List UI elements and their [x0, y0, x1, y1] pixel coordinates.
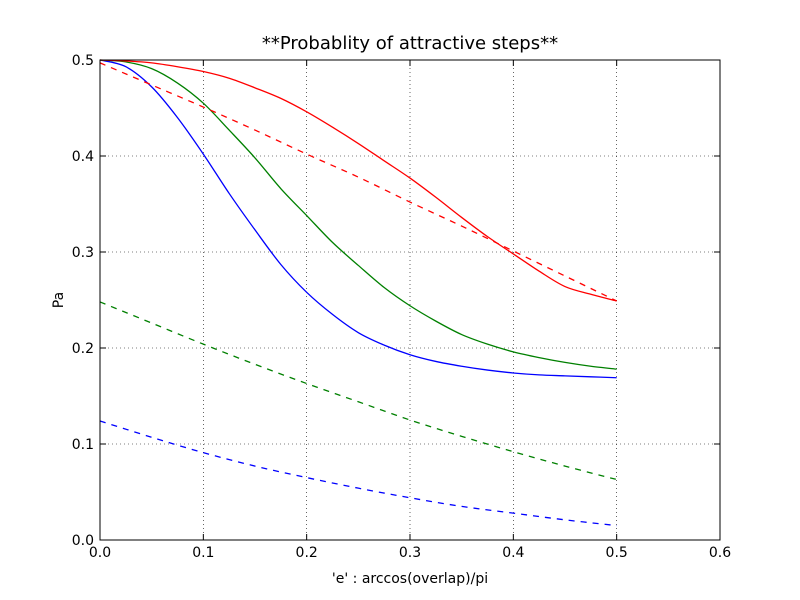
- x-tick-label: 0.1: [192, 545, 214, 561]
- series-line-2-solid: [99, 59, 617, 370]
- axis-ticks: 0.0 0.1 0.2 0.3 0.4 0.5 0.6 0.0 0.1 0.2 0.3 0.4 0.5: [72, 53, 731, 561]
- series-line-1-solid: [99, 59, 617, 379]
- y-tick-label: 0.5: [72, 53, 94, 69]
- y-tick-label: 0.4: [72, 149, 94, 165]
- series-line-6-dashed: [99, 62, 617, 302]
- series-line-3-solid: [99, 59, 617, 302]
- x-tick-label: 0.3: [399, 545, 421, 561]
- chart-title: **Probablity of attractive steps**: [262, 33, 558, 54]
- x-tick-label: 0.5: [606, 545, 628, 561]
- series-line-4-dashed: [99, 420, 617, 527]
- x-tick-label: 0.2: [296, 545, 318, 561]
- y-tick-label: 0.2: [72, 341, 94, 357]
- y-tick-label: 0.3: [72, 245, 94, 261]
- x-tick-label: 0.4: [502, 545, 524, 561]
- x-axis-label: 'e' : arccos(overlap)/pi: [332, 571, 488, 587]
- plot-series: [99, 59, 617, 527]
- x-tick-label: 0.0: [89, 545, 111, 561]
- y-tick-label: 0.1: [72, 437, 94, 453]
- y-tick-label: 0.0: [72, 533, 94, 549]
- series-line-5-dashed: [99, 301, 617, 481]
- x-tick-label: 0.6: [709, 545, 731, 561]
- y-axis-label: Pa: [51, 292, 67, 308]
